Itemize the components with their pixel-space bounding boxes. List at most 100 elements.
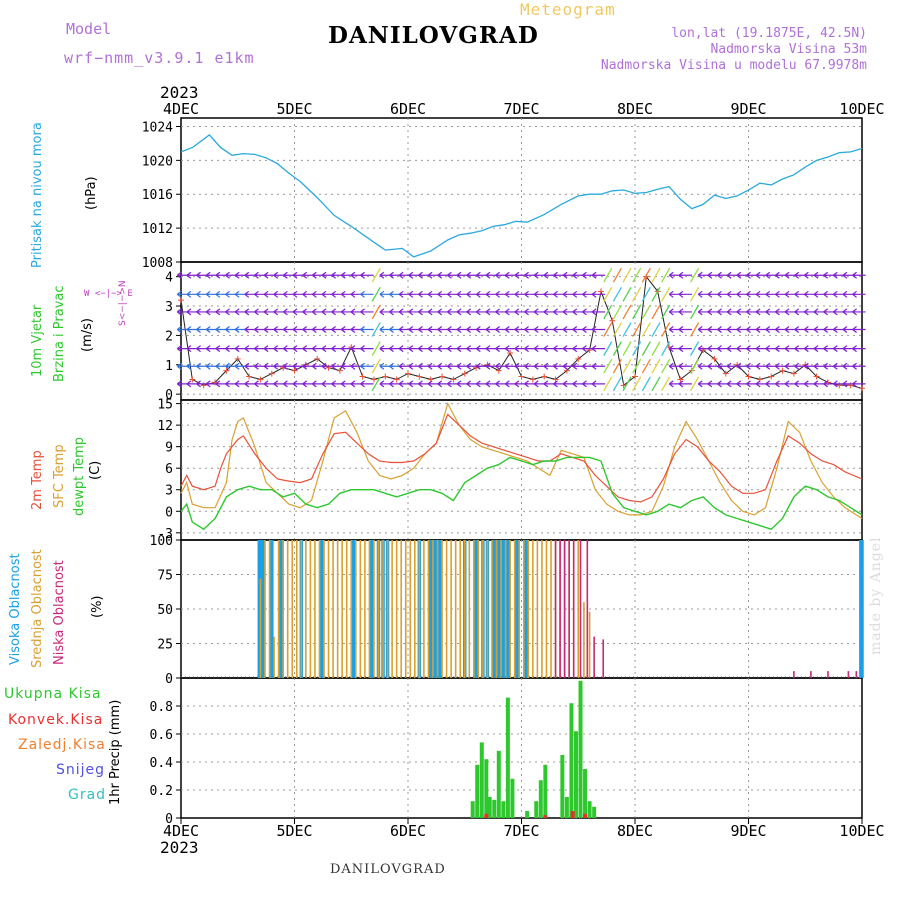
wind-barb	[690, 358, 700, 374]
wind-barb	[371, 286, 381, 302]
wind-barb	[591, 290, 606, 298]
cloud-bar	[309, 540, 312, 678]
wind-barb	[622, 267, 632, 283]
wind-speed-marker	[575, 355, 582, 362]
wind-barb	[622, 322, 632, 337]
cloud-bar	[286, 540, 289, 678]
wind-barb	[371, 304, 381, 320]
wind-barb	[612, 286, 622, 302]
wind-barb	[360, 290, 374, 298]
wind-barb	[622, 341, 632, 356]
wind-barb	[591, 345, 606, 353]
precip-bar	[569, 703, 574, 818]
y-tick-label: 15	[157, 398, 173, 413]
wind-barb	[661, 341, 671, 356]
cloud-bar	[593, 636, 595, 678]
precip-bar	[573, 731, 578, 818]
cloud-bar	[602, 639, 605, 678]
precip-bar	[496, 750, 501, 818]
wind-barb	[591, 326, 606, 334]
wind-barb	[632, 267, 642, 283]
cloud-bar	[459, 540, 462, 678]
precip-bar	[525, 811, 530, 818]
wind-speed-marker	[836, 382, 843, 389]
x-tick-label-top: 7DEC	[503, 100, 539, 118]
precip-bar	[592, 806, 597, 818]
cloud-bar	[450, 540, 452, 678]
wind-barb	[651, 304, 661, 320]
y-tick-label: 1008	[142, 256, 173, 271]
wind-speed-marker	[813, 373, 820, 380]
legend-snow: Snijeg	[56, 762, 106, 778]
wind-barb	[632, 322, 642, 337]
wind-barb	[622, 358, 632, 374]
wind-speed-marker	[552, 376, 559, 383]
wind-speed-marker	[200, 382, 207, 389]
wind-barb	[371, 358, 381, 374]
cloud-bar	[495, 540, 498, 678]
wind-barb	[591, 308, 606, 316]
cloud-bar	[497, 540, 501, 678]
wind-barb	[360, 362, 374, 370]
cloud-bar	[586, 540, 589, 678]
x-tick-label-top: 10DEC	[839, 100, 884, 118]
x-tick-label-top: 5DEC	[276, 100, 312, 118]
cloud-bar	[491, 540, 493, 678]
cloud-bar	[583, 602, 585, 678]
wind-barb	[641, 341, 651, 356]
y-tick-label: 1012	[142, 222, 173, 237]
cloud-bar	[855, 671, 858, 678]
wind-barb	[690, 286, 700, 302]
cloud-bar	[359, 540, 362, 678]
wind-speed-marker	[359, 373, 366, 380]
wind-speed-marker	[790, 370, 797, 377]
y-tick-label: 0	[165, 672, 173, 687]
wind-speed-marker	[609, 317, 616, 324]
cloud-bar	[305, 540, 307, 678]
x-tick-label-bottom: 8DEC	[617, 822, 653, 840]
year-top: 2023	[160, 83, 199, 102]
wind-barb	[852, 380, 866, 388]
wind-barb	[612, 376, 622, 392]
cloud-bar	[572, 540, 575, 678]
cloud-bar	[279, 540, 283, 678]
wind-speed-marker	[711, 355, 718, 362]
wind-barb	[661, 286, 671, 302]
wind-speed-marker	[529, 376, 536, 383]
cloud-bar	[414, 540, 416, 678]
lonlat-label: lon,lat (19.1875E, 42.5N)	[671, 26, 867, 41]
wind-barb	[360, 271, 374, 279]
cloud-bar	[524, 540, 528, 678]
cloud-bar	[506, 540, 510, 678]
wind-barb	[622, 376, 632, 392]
wind-speed-marker	[541, 373, 548, 380]
precip-bar	[487, 797, 492, 818]
cloud-bar	[428, 540, 433, 678]
wind-speed-marker	[257, 376, 264, 383]
cloud-bar	[550, 540, 552, 678]
wind-barb	[852, 362, 866, 370]
cloud-bar	[432, 540, 434, 678]
legend-hail: Grad	[68, 787, 107, 803]
wind-barb	[678, 345, 692, 353]
wind-speed-marker	[745, 373, 752, 380]
y-tick-label: -3	[157, 527, 173, 542]
cloud-bar	[354, 540, 357, 678]
precip-bar	[570, 811, 575, 818]
wind-barb	[603, 376, 613, 392]
wind-barb	[690, 341, 700, 356]
cloud-bar	[563, 540, 566, 678]
cloud-bar	[568, 540, 570, 678]
wind-barb	[651, 358, 661, 374]
cloud-bar	[588, 611, 591, 678]
cloud-bar	[270, 540, 274, 678]
wind-barb	[612, 322, 622, 337]
precip-bar	[543, 815, 548, 818]
cloud-bar	[318, 540, 321, 678]
precip-bar	[492, 799, 497, 818]
cloud-bar	[409, 540, 412, 678]
cloud-bar	[579, 540, 582, 678]
wind-speed-marker	[416, 373, 423, 380]
wind-barb	[661, 358, 671, 374]
cloud-bar	[404, 540, 407, 678]
